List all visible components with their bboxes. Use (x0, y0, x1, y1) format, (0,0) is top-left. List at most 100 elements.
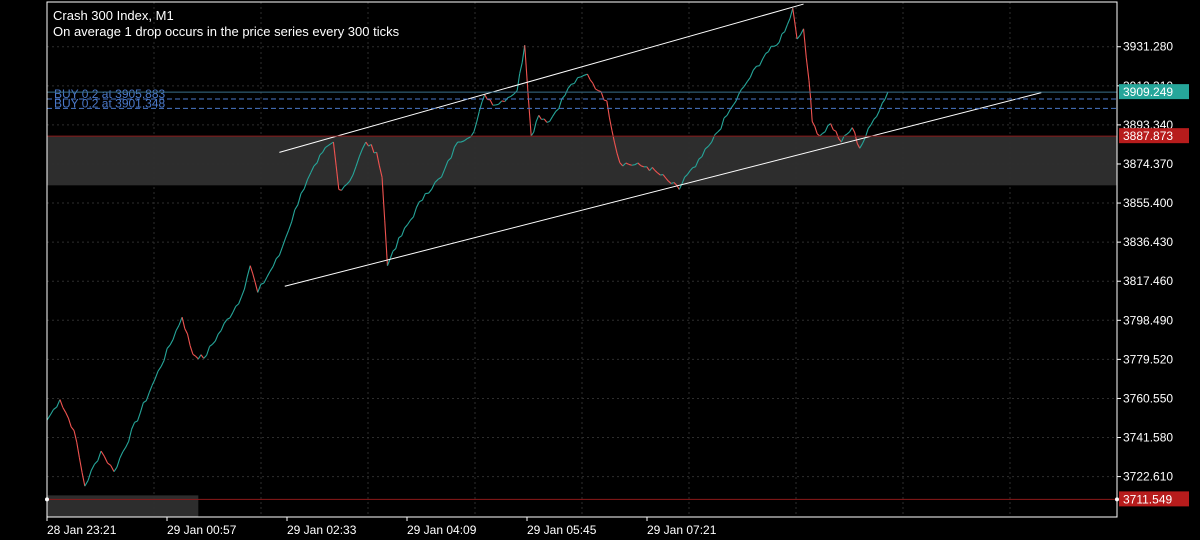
price-segment (306, 172, 312, 180)
price-segment (846, 131, 850, 135)
price-segment (603, 99, 608, 102)
price-segment (319, 151, 323, 156)
price-segment (811, 121, 816, 127)
price-segment (489, 99, 494, 106)
price-segment (154, 370, 159, 380)
price-segment (637, 162, 642, 167)
price-segment (814, 126, 818, 135)
price-segment (145, 392, 150, 401)
price-segment (241, 288, 245, 297)
price-segment (370, 144, 375, 154)
price-zone (47, 495, 199, 517)
price-segment (252, 273, 256, 283)
price-segment (735, 93, 740, 102)
price-segment (163, 348, 168, 361)
price-segment (827, 123, 831, 127)
price-segment (535, 115, 540, 122)
price-segment (765, 51, 769, 54)
price-segment (332, 142, 337, 166)
price-segment (692, 166, 696, 169)
price-segment (300, 188, 305, 194)
price-segment (209, 343, 213, 347)
price-segment (90, 463, 96, 471)
price-segment (362, 141, 367, 149)
price-segment (849, 127, 853, 133)
price-segment (365, 141, 369, 147)
price-segment (631, 164, 635, 166)
price-segment (784, 24, 788, 33)
price-segment (778, 33, 783, 43)
price-segment (654, 170, 659, 174)
price-segment (501, 100, 505, 103)
price-segment (694, 159, 700, 168)
price-segment (495, 103, 499, 106)
price-segment (567, 84, 572, 89)
price-segment (555, 108, 560, 112)
price-segment (249, 265, 254, 274)
x-tick-label: 29 Jan 05:45 (527, 523, 597, 537)
price-segment (524, 45, 529, 93)
price-segment (478, 101, 483, 112)
price-segment (640, 165, 645, 168)
price-segment (297, 193, 302, 205)
price-segment (192, 353, 196, 357)
price-segment (878, 102, 883, 111)
price-segment (143, 400, 147, 404)
price-segment (376, 152, 380, 166)
price-segment (854, 132, 858, 144)
price-segment (125, 441, 130, 448)
price-segment (444, 160, 449, 170)
price-segment (346, 180, 351, 185)
price-segment (407, 219, 412, 225)
price-segment (229, 312, 234, 319)
price-segment (552, 111, 557, 117)
low-price-label: 3711.549 (1123, 492, 1172, 506)
price-segment (481, 94, 486, 103)
price-segment (606, 100, 610, 118)
price-segment (303, 179, 308, 190)
price-segment (657, 172, 661, 176)
price-segment (732, 100, 737, 106)
price-segment (533, 121, 537, 133)
price-segment (527, 92, 532, 136)
price-segment (622, 162, 627, 167)
y-tick-label: 3836.430 (1123, 235, 1173, 249)
price-segment (460, 140, 465, 143)
x-tick-label: 29 Jan 07:21 (647, 523, 717, 537)
order-label: BUY 0.2 at 3905.883 (54, 87, 166, 101)
price-segment (67, 417, 72, 428)
price-segment (49, 409, 54, 416)
price-segment (97, 450, 102, 461)
price-segment (580, 74, 585, 78)
price-segment (833, 129, 837, 132)
price-segment (803, 28, 807, 58)
price-segment (507, 95, 512, 99)
price-zone (47, 136, 1117, 186)
price-segment (76, 441, 80, 458)
bid-price-label: 3909.249 (1123, 85, 1173, 99)
price-segment (646, 166, 651, 172)
price-segment (401, 227, 406, 236)
price-segment (819, 133, 823, 137)
price-segment (808, 80, 812, 99)
y-tick-label: 3779.520 (1123, 352, 1173, 366)
price-segment (746, 77, 751, 83)
y-tick-label: 3817.460 (1123, 274, 1173, 288)
price-segment (415, 201, 420, 208)
price-segment (243, 276, 248, 290)
price-segment (516, 73, 521, 91)
price-segment (175, 324, 180, 331)
price-segment (338, 188, 342, 191)
price-segment (181, 317, 186, 329)
price-segment (720, 117, 725, 129)
price-segment (200, 354, 205, 359)
price-segment (260, 282, 265, 285)
price-segment (324, 145, 329, 149)
price-segment (322, 147, 326, 153)
price-segment (184, 328, 188, 335)
y-tick-label: 3931.280 (1123, 40, 1173, 54)
price-segment (589, 79, 594, 84)
price-segment (870, 119, 875, 126)
price-segment (608, 117, 613, 131)
